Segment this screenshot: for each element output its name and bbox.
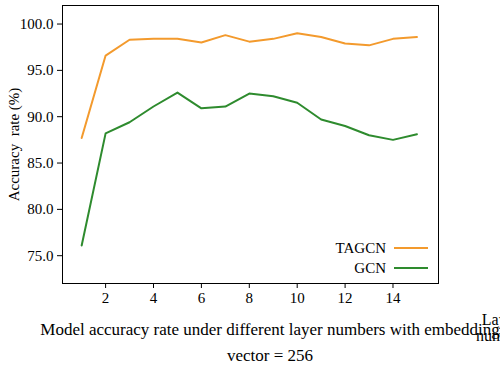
svg-text:85.0: 85.0 [27, 155, 53, 171]
svg-text:Layernumber: Layernumber [476, 311, 500, 344]
svg-text:10: 10 [290, 290, 305, 306]
svg-text:4: 4 [150, 290, 158, 306]
svg-text:95.0: 95.0 [27, 62, 53, 78]
svg-text:80.0: 80.0 [27, 201, 53, 217]
svg-text:14: 14 [385, 290, 401, 306]
svg-text:100.0: 100.0 [20, 16, 54, 32]
svg-text:Accuracy rate (%): Accuracy rate (%) [6, 88, 23, 202]
svg-text:6: 6 [198, 290, 206, 306]
svg-text:12: 12 [338, 290, 353, 306]
svg-text:8: 8 [246, 290, 254, 306]
svg-text:2: 2 [102, 290, 110, 306]
svg-text:90.0: 90.0 [27, 109, 53, 125]
svg-text:75.0: 75.0 [27, 248, 53, 264]
